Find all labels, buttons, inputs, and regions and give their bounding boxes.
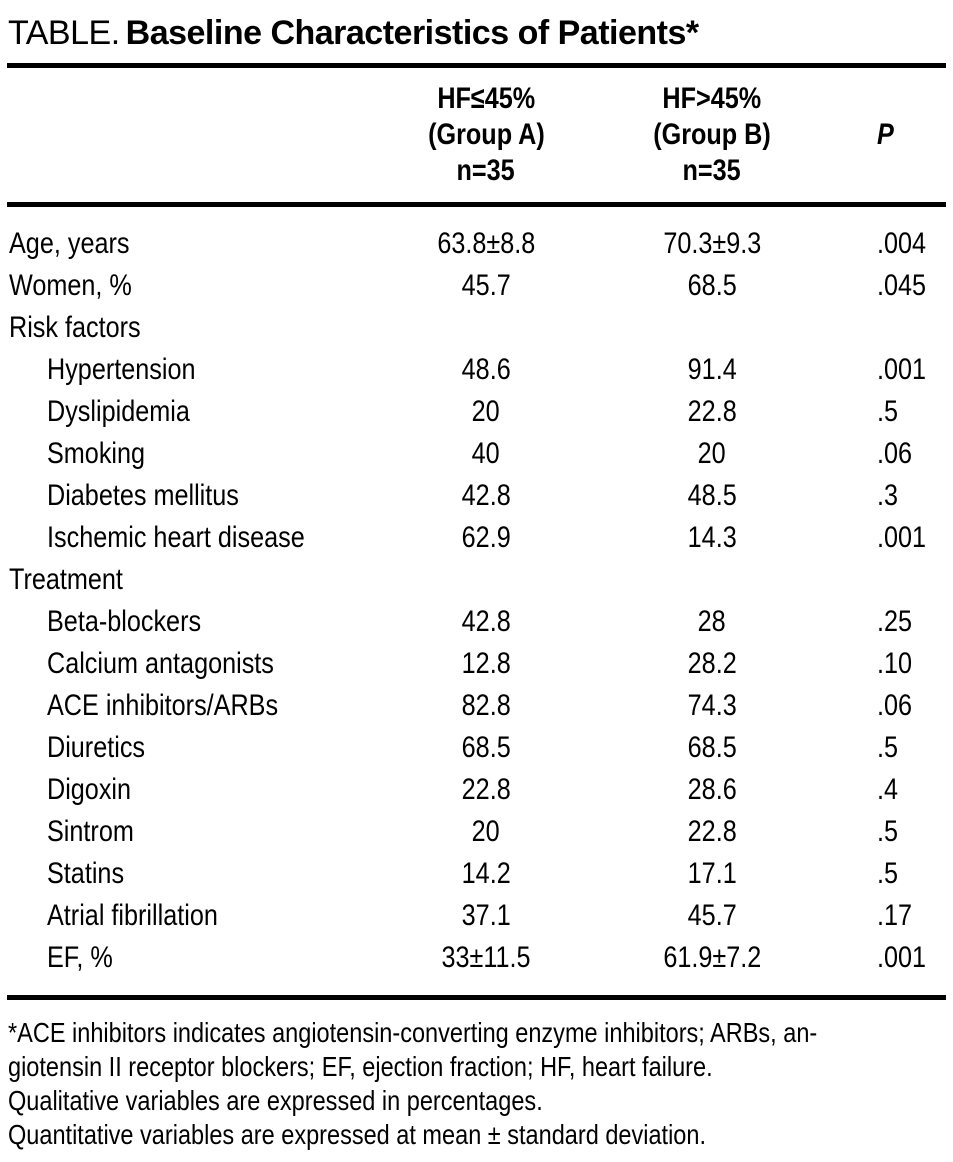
footnote-line: Qualitative variables are expressed in p…: [8, 1085, 543, 1116]
table-header: HF≤45% (Group A) n=35 HF>45% (Group B) n…: [7, 68, 946, 202]
p-value: .17: [877, 899, 913, 932]
value-group-a: 63.8±8.8: [437, 227, 535, 260]
value-group-a: [392, 559, 580, 601]
value-group-b: 61.9±7.2: [663, 941, 761, 974]
row-label: Atrial fibrillation: [47, 899, 218, 932]
p-value: [844, 307, 939, 349]
value-group-a: 42.8: [461, 605, 511, 638]
table-body: Age, years 63.8±8.8 70.3±9.3 .004 Women,…: [7, 207, 946, 995]
p-value: .10: [877, 647, 913, 680]
value-group-b: 68.5: [687, 269, 737, 302]
value-group-a: 48.6: [461, 353, 511, 386]
value-group-a: 20: [471, 395, 501, 428]
top-rule: [7, 63, 946, 68]
row-label: Statins: [47, 857, 125, 890]
header-p-label: P: [877, 118, 894, 151]
p-value: [844, 559, 939, 601]
value-group-b: 22.8: [687, 815, 737, 848]
row-label: Diabetes mellitus: [47, 479, 239, 512]
p-value: .25: [877, 605, 913, 638]
value-group-b: 68.5: [687, 731, 737, 764]
p-value: .5: [877, 395, 899, 428]
group-b-condition: HF>45%: [662, 82, 762, 115]
section-label: Treatment: [9, 563, 123, 596]
table-title-prefix: TABLE.: [8, 14, 120, 52]
row-label: Hypertension: [47, 353, 196, 386]
value-group-a: 40: [471, 437, 501, 470]
value-group-b: 22.8: [687, 395, 737, 428]
row-label: Diuretics: [47, 731, 146, 764]
value-group-a: [392, 307, 580, 349]
value-group-b: 45.7: [687, 899, 737, 932]
value-group-a: 82.8: [461, 689, 511, 722]
bottom-rule: [7, 995, 946, 1000]
p-value: .06: [877, 689, 913, 722]
value-group-a: 20: [471, 815, 501, 848]
value-group-a: 14.2: [461, 857, 511, 890]
row-label: EF, %: [47, 941, 113, 974]
p-value: .4: [877, 773, 899, 806]
row-label: Women, %: [9, 269, 132, 302]
value-group-b: 28.6: [687, 773, 737, 806]
value-group-a: 62.9: [461, 521, 511, 554]
p-value: .001: [877, 521, 927, 554]
value-group-a: 42.8: [461, 479, 511, 512]
row-label: Ischemic heart disease: [47, 521, 305, 554]
value-group-b: 28.2: [687, 647, 737, 680]
header-group-b: HF>45% (Group B) n=35: [580, 81, 844, 189]
p-value: .001: [877, 941, 927, 974]
row-label: Dyslipidemia: [47, 395, 190, 428]
value-group-a: 12.8: [461, 647, 511, 680]
group-b-name: (Group B): [653, 118, 771, 151]
value-group-b: 70.3±9.3: [663, 227, 761, 260]
header-group-a: HF≤45% (Group A) n=35: [392, 81, 580, 189]
value-group-b: 48.5: [687, 479, 737, 512]
footnote-line: *ACE inhibitors indicates angiotensin-co…: [8, 1017, 818, 1048]
p-value: .5: [877, 731, 899, 764]
value-group-b: 28: [697, 605, 727, 638]
section-label: Risk factors: [9, 311, 141, 344]
group-a-n: n=35: [456, 154, 516, 187]
p-value: .045: [877, 269, 927, 302]
table-title-main: Baseline Characteristics of Patients*: [125, 14, 699, 52]
group-a-name: (Group A): [427, 118, 545, 151]
value-group-a: 37.1: [461, 899, 511, 932]
value-group-b: 14.3: [687, 521, 737, 554]
footnote-line: giotensin II receptor blockers; EF, ejec…: [8, 1051, 713, 1082]
p-value: .3: [877, 479, 899, 512]
p-value: .5: [877, 815, 899, 848]
p-value: .004: [877, 227, 927, 260]
p-value: .5: [877, 857, 899, 890]
value-group-b: 74.3: [687, 689, 737, 722]
value-group-a: 68.5: [461, 731, 511, 764]
row-label: ACE inhibitors/ARBs: [47, 689, 279, 722]
row-label: Beta-blockers: [47, 605, 202, 638]
p-value: .06: [877, 437, 913, 470]
header-rule: [7, 202, 946, 207]
value-group-a: 22.8: [461, 773, 511, 806]
table-footnotes: *ACE inhibitors indicates angiotensin-co…: [0, 1000, 953, 1152]
value-group-a: 45.7: [461, 269, 511, 302]
group-b-n: n=35: [682, 154, 742, 187]
value-group-b: [580, 307, 844, 349]
row-label: Calcium antagonists: [47, 647, 274, 680]
value-group-a: 33±11.5: [441, 941, 531, 974]
group-a-condition: HF≤45%: [437, 82, 535, 115]
table-title: TABLE. Baseline Characteristics of Patien…: [0, 0, 953, 54]
row-label: Digoxin: [47, 773, 132, 806]
row-label: Smoking: [47, 437, 146, 470]
value-group-b: 20: [697, 437, 727, 470]
row-label: Sintrom: [47, 815, 134, 848]
value-group-b: [580, 559, 844, 601]
p-value: .001: [877, 353, 927, 386]
value-group-b: 17.1: [687, 857, 737, 890]
row-label: Age, years: [9, 227, 130, 260]
value-group-b: 91.4: [687, 353, 737, 386]
footnote-line: Quantitative variables are expressed at …: [8, 1119, 707, 1150]
